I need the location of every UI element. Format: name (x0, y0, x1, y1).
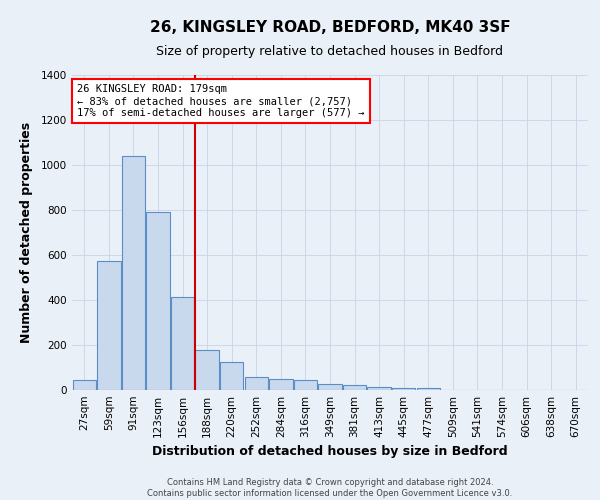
Bar (196, 350, 219, 390)
X-axis label: Distribution of detached houses by size in Bedford: Distribution of detached houses by size … (152, 446, 508, 458)
Y-axis label: Number of detached properties: Number of detached properties (20, 122, 32, 343)
Text: Contains HM Land Registry data © Crown copyright and database right 2024.
Contai: Contains HM Land Registry data © Crown c… (148, 478, 512, 498)
Bar (343, 385, 366, 390)
Bar (220, 362, 244, 390)
Text: 26, KINGSLEY ROAD, BEDFORD, MK40 3SF: 26, KINGSLEY ROAD, BEDFORD, MK40 3SF (149, 20, 511, 35)
Bar (294, 380, 317, 390)
Bar (171, 296, 194, 390)
Bar (97, 260, 121, 390)
Bar (73, 380, 96, 390)
Text: 26 KINGSLEY ROAD: 179sqm
← 83% of detached houses are smaller (2,757)
17% of sem: 26 KINGSLEY ROAD: 179sqm ← 83% of detach… (77, 84, 365, 117)
Bar (146, 212, 170, 390)
Bar (319, 384, 341, 390)
Bar (122, 156, 145, 390)
Bar (392, 388, 415, 390)
Bar (367, 386, 391, 390)
Text: Size of property relative to detached houses in Bedford: Size of property relative to detached ho… (157, 45, 503, 58)
Bar (269, 379, 293, 390)
Bar (416, 388, 440, 390)
Bar (245, 376, 268, 390)
